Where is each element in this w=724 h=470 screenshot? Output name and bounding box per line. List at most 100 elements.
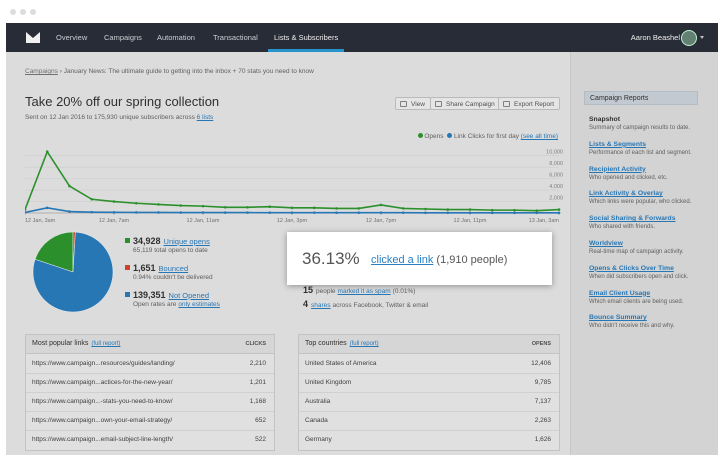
table-row: Canada 2,263 [299,411,559,431]
column-header: OPENS [531,341,551,347]
window-dot [10,9,16,15]
series-point [134,201,138,205]
series-point [379,203,383,207]
nav-item[interactable]: Automation [157,33,195,42]
row-value: 7,137 [534,398,551,405]
report-link[interactable]: Social Sharing & Forwards [589,215,676,223]
table-report-link[interactable]: (full report) [91,341,121,347]
legend-link[interactable]: (see all time) [520,133,558,140]
engagement-line: 4 shares across Facebook, Twitter & email [303,299,428,309]
table-report-link[interactable]: (full report) [349,341,379,347]
series-point [90,210,94,214]
report-description: Real-time map of campaign activity. [589,249,684,255]
engagement-link[interactable]: marked it as spam [337,288,391,295]
nav-item[interactable]: Overview [56,33,88,42]
chart-legend: Opens Link Clicks for first day (see all… [417,133,558,140]
report-link[interactable]: Recipient Activity [589,165,646,173]
row-value: 652 [255,417,266,424]
stat-value: 139,351 [133,290,166,300]
series-point [557,208,561,211]
stat-value: 34,928 [133,236,161,246]
avatar[interactable] [681,30,697,46]
caret[interactable] [700,36,704,39]
x-tick-label: 12 Jan, 11pm [454,218,487,224]
stat-link[interactable]: Unique opens [163,237,210,246]
series-point [535,211,539,215]
series-point [357,211,361,215]
x-tick-label: 12 Jan, 7am [99,218,130,224]
series-point [290,206,294,210]
series-point [424,211,427,215]
breadcrumb: Campaigns › January News: The ultimate g… [25,68,314,75]
row-label: United Kingdom [305,379,352,386]
report-link[interactable]: Email Client Usage [589,289,651,297]
export-button[interactable]: Export Report [498,97,561,110]
report-description: Which email clients are being used. [589,298,684,305]
report-link[interactable]: Bounce Summary [589,314,647,322]
report-description: Who shared with friends. [589,224,656,231]
breadcrumb-current: January News: The ultimate guide to gett… [63,68,314,75]
app: Overview Campaigns Automation Transactional… [6,23,718,455]
series-point [379,211,383,214]
series-point [246,211,249,214]
report-link[interactable]: Link Activity & Overlay [589,190,663,198]
y-tick-label: 8,000 [549,161,563,167]
engagement-link[interactable]: shares [311,302,331,309]
report-link[interactable]: Lists & Segments [589,140,647,148]
row-value: 12,406 [531,360,551,367]
x-tick-label: 13 Jan, 3am [529,218,560,224]
breadcrumb-link[interactable]: Campaigns [25,68,58,75]
row-value: 9,785 [534,379,551,386]
row-label: Australia [305,398,331,405]
series-point [335,207,338,210]
report-link[interactable]: Opens & Clicks Over Time [589,264,674,272]
logo[interactable] [26,32,40,43]
row-value: 2,263 [534,417,551,424]
nav-item[interactable]: Transactional [213,33,258,42]
x-tick-label: 12 Jan, 3am [25,218,56,224]
stat-value: 1,651 [133,263,156,273]
series-point [490,211,494,215]
series-point [513,211,516,215]
series-point [157,203,160,206]
stat-link[interactable]: Not Opened [168,291,209,300]
table-row: https://www.campaign...resources/guides/… [26,354,274,374]
series-point [401,211,405,215]
series-point [535,209,539,213]
share-button[interactable]: Share Campaign [430,97,501,110]
engagement-after: across Facebook, Twitter & email [332,302,429,309]
row-label: Canada [305,417,328,424]
stat-note-link[interactable]: only estimates [178,301,220,308]
stat-note-text: 65,119 total opens to date [133,247,208,254]
nav-item[interactable]: Campaigns [104,33,142,42]
stat-line: 1,651 Bounced [133,263,188,273]
series-point [268,211,272,214]
y-tick-label: 4,000 [549,184,563,190]
legend-swatch [447,133,453,138]
series-point [201,204,205,208]
row-label: https://www.campaign...actices-for-the-n… [32,379,173,386]
table-row: https://www.campaign...-stats-you-need-t… [26,392,274,412]
user-name[interactable]: Aaron Beashel [630,33,680,42]
popup-link[interactable]: clicked a link [371,254,434,266]
table-row: United Kingdom 9,785 [299,373,559,393]
row-value: 1,168 [249,398,266,405]
row-label: Germany [305,436,332,443]
stat-link[interactable]: Bounced [158,264,189,273]
countries-table: Top countries (full report) OPENS United St… [298,334,560,451]
stat-note-text: Open rates are [133,301,177,308]
report-description: When did subscribers open and click. [589,273,689,280]
sidebar: Campaign Reports Snapshot Summary of camp… [570,52,718,455]
report-description: Which links were popular, who clicked. [589,199,692,206]
stat-swatch [125,265,130,270]
report-link[interactable]: Worldview [589,240,623,247]
line-chart: 2,000 4,000 6,000 8,000 10,000 12 Jan, 3am 12 … [25,150,563,224]
nav-bar: Overview Campaigns Automation Transactional… [6,23,718,52]
series-point [90,197,94,201]
subtitle-link[interactable]: 6 lists [196,114,214,121]
series-point [45,150,49,154]
series-point [312,211,316,214]
series-point [513,208,516,212]
nav-item[interactable]: Lists & Subscribers [274,33,339,42]
